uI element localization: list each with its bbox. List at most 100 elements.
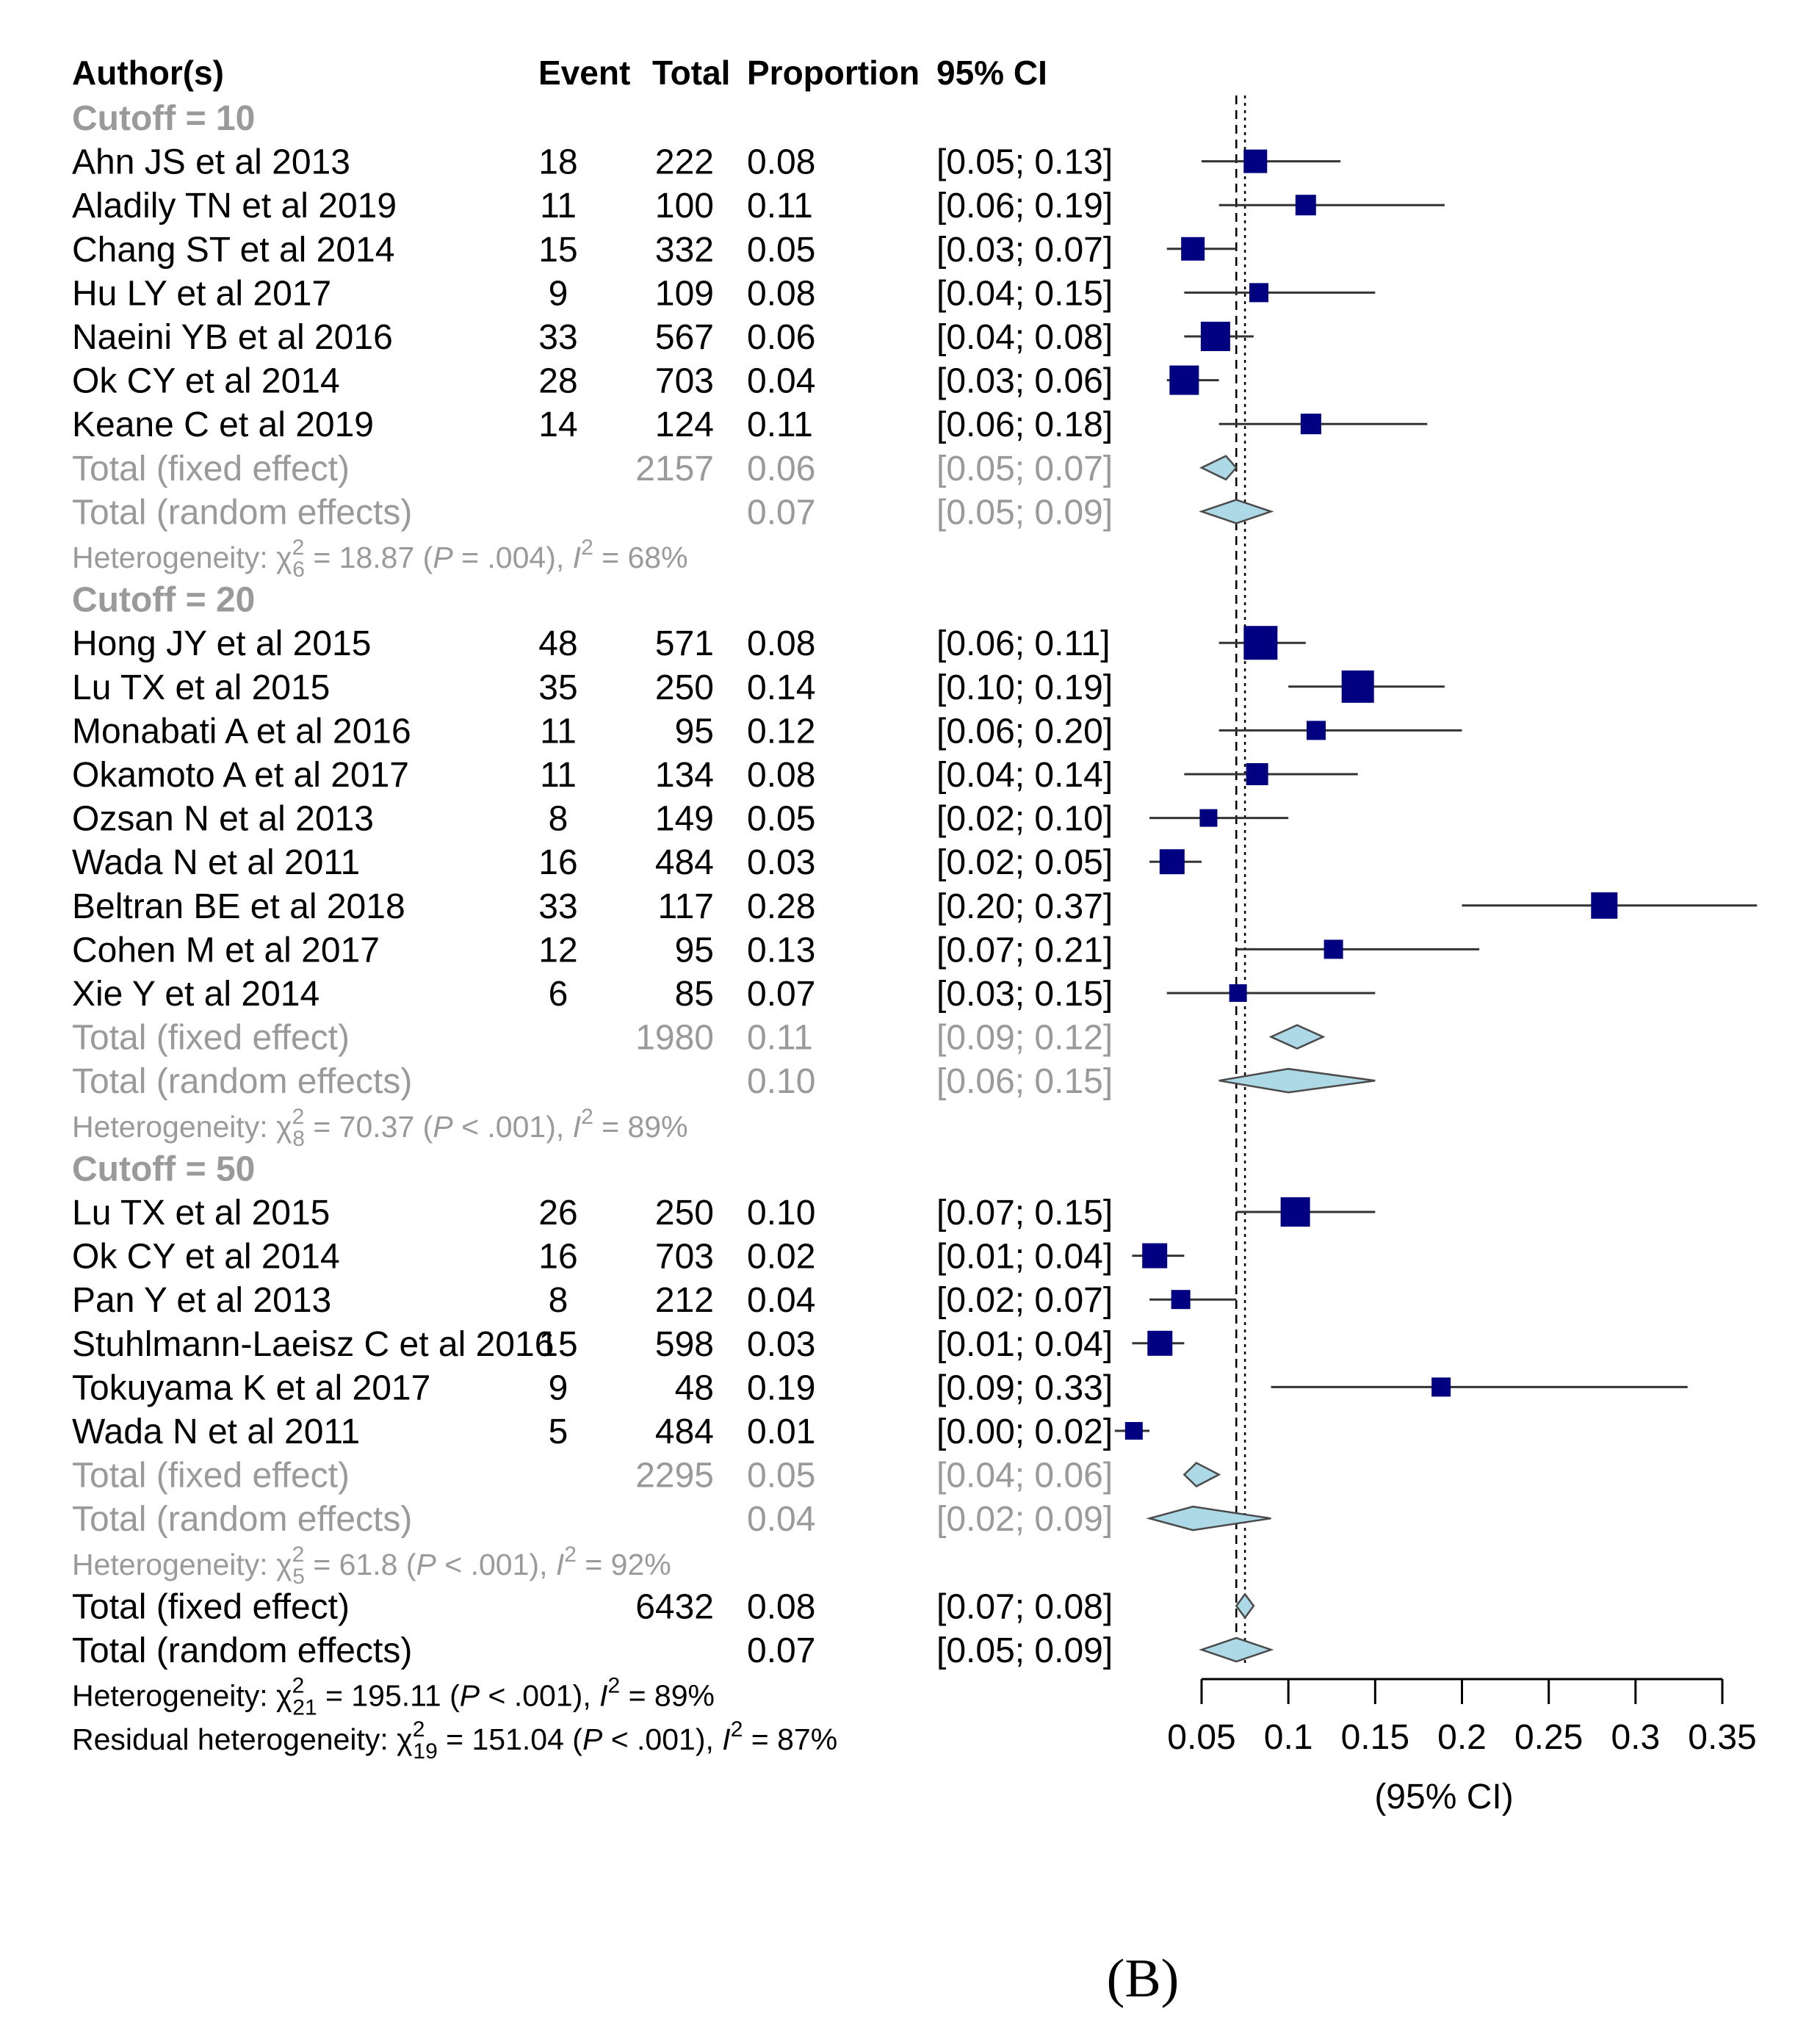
study-proportion: 0.10 (747, 1194, 815, 1233)
header-ci: 95% CI (936, 54, 1047, 92)
study-total: 598 (655, 1325, 714, 1364)
random-effects-ci: [0.05; 0.09] (936, 1631, 1113, 1670)
random-effects-proportion: 0.04 (747, 1500, 815, 1539)
study-total: 100 (655, 187, 714, 225)
heterogeneity-text: Heterogeneity: χ2 5 = 61.8 (P < .001), I2… (72, 1542, 671, 1589)
subgroup-label: Cutoff = 10 (72, 99, 255, 138)
header-proportion: Proportion (747, 54, 920, 92)
study-author: Hong JY et al 2015 (72, 624, 371, 663)
study-estimate-square (1147, 1330, 1173, 1356)
study-ci: [0.07; 0.15] (936, 1194, 1113, 1233)
heterogeneity-text: Heterogeneity: χ2 8 = 70.37 (P < .001), I… (72, 1105, 688, 1151)
study-ci: [0.01; 0.04] (936, 1325, 1113, 1364)
x-tick-label: 0.1 (1264, 1718, 1313, 1757)
study-event: 9 (549, 1368, 568, 1407)
study-proportion: 0.06 (747, 318, 815, 357)
study-ci: [0.02; 0.05] (936, 843, 1113, 882)
study-estimate-square (1229, 984, 1247, 1002)
study-ci: [0.06; 0.20] (936, 712, 1113, 751)
study-estimate-square (1199, 809, 1218, 827)
study-ci: [0.06; 0.19] (936, 187, 1113, 225)
study-event: 11 (540, 712, 577, 751)
study-event: 11 (540, 187, 577, 225)
fixed-effect-proportion: 0.06 (747, 450, 815, 488)
random-effects-proportion: 0.07 (747, 1631, 815, 1670)
study-ci: [0.05; 0.13] (936, 143, 1113, 182)
fixed-effect-label: Total (fixed effect) (72, 1019, 350, 1058)
study-total: 703 (655, 1238, 714, 1277)
figure-caption: (B) (1107, 1949, 1180, 2009)
fixed-effect-diamond (1268, 1024, 1326, 1050)
random-effects-diamond (1146, 1505, 1271, 1531)
study-proportion: 0.07 (747, 975, 815, 1014)
study-estimate-square (1300, 414, 1321, 435)
study-ci: [0.07; 0.21] (936, 931, 1113, 970)
study-estimate-square (1243, 149, 1268, 173)
study-author: Ozsan N et al 2013 (72, 800, 374, 839)
fixed-effect-total: 6432 (635, 1587, 714, 1626)
study-proportion: 0.11 (747, 405, 813, 444)
fixed-effect-label: Total (fixed effect) (72, 1587, 350, 1626)
fixed-effect-diamond (1182, 1462, 1221, 1488)
study-estimate-square (1169, 365, 1199, 395)
x-axis: 0.05 0.1 0.15 0.2 0.25 0.3 0.35 (1167, 1678, 1757, 1757)
random-effects-label: Total (random effects) (72, 493, 412, 532)
study-author: Tokuyama K et al 2017 (72, 1368, 430, 1407)
x-axis-label: (95% CI) (1374, 1778, 1513, 1816)
study-proportion: 0.08 (747, 624, 815, 663)
study-total: 48 (675, 1368, 714, 1407)
subgroup-label: Cutoff = 20 (72, 581, 255, 620)
heterogeneity-text: Heterogeneity: χ2 21 = 195.11 (P < .001),… (72, 1674, 715, 1720)
study-estimate-square (1295, 195, 1316, 216)
study-event: 26 (538, 1194, 577, 1233)
study-estimate-square (1341, 670, 1374, 703)
study-event: 6 (549, 975, 568, 1014)
study-author: Aladily TN et al 2019 (72, 187, 397, 225)
study-author: Chang ST et al 2014 (72, 231, 394, 270)
study-event: 28 (538, 362, 577, 401)
study-estimate-square (1306, 721, 1326, 740)
study-proportion: 0.05 (747, 231, 815, 270)
random-effects-label: Total (random effects) (72, 1062, 412, 1101)
study-total: 567 (655, 318, 714, 357)
study-author: Okamoto A et al 2017 (72, 756, 409, 795)
study-estimate-square (1591, 892, 1618, 919)
fixed-effect-total: 1980 (635, 1019, 714, 1058)
study-event: 14 (538, 405, 577, 444)
study-estimate-square (1249, 283, 1268, 303)
fixed-effect-diamond (1235, 1592, 1255, 1620)
study-total: 149 (655, 800, 714, 839)
study-total: 332 (655, 231, 714, 270)
study-proportion: 0.08 (747, 143, 815, 182)
random-effects-ci: [0.06; 0.15] (936, 1062, 1113, 1101)
study-estimate-square (1124, 1422, 1143, 1440)
study-total: 212 (655, 1281, 714, 1320)
random-effects-diamond (1199, 499, 1274, 524)
study-total: 571 (655, 624, 714, 663)
study-proportion: 0.13 (747, 931, 815, 970)
study-author: Keane C et al 2019 (72, 405, 374, 444)
study-estimate-square (1159, 849, 1185, 875)
random-effects-proportion: 0.07 (747, 493, 815, 532)
study-proportion: 0.19 (747, 1368, 815, 1407)
study-proportion: 0.04 (747, 1281, 815, 1320)
study-total: 134 (655, 756, 714, 795)
study-total: 95 (675, 712, 714, 751)
study-ci: [0.06; 0.11] (936, 624, 1111, 663)
study-estimate-square (1171, 1290, 1191, 1310)
study-total: 124 (655, 405, 714, 444)
x-tick-label: 0.3 (1611, 1718, 1660, 1757)
x-tick-label: 0.35 (1688, 1718, 1756, 1757)
column-headers: Author(s) Event Total Proportion 95% CI (72, 54, 1047, 92)
study-total: 703 (655, 362, 714, 401)
study-event: 33 (538, 318, 577, 357)
study-ci: [0.03; 0.07] (936, 231, 1113, 270)
study-event: 18 (538, 143, 577, 182)
study-ci: [0.06; 0.18] (936, 405, 1113, 444)
study-event: 8 (549, 800, 568, 839)
fixed-effect-proportion: 0.08 (747, 1587, 815, 1626)
study-estimate-square (1431, 1377, 1451, 1397)
study-total: 117 (657, 887, 714, 926)
study-author: Naeini YB et al 2016 (72, 318, 393, 357)
study-author: Stuhlmann-Laeisz C et al 2016 (72, 1325, 554, 1364)
